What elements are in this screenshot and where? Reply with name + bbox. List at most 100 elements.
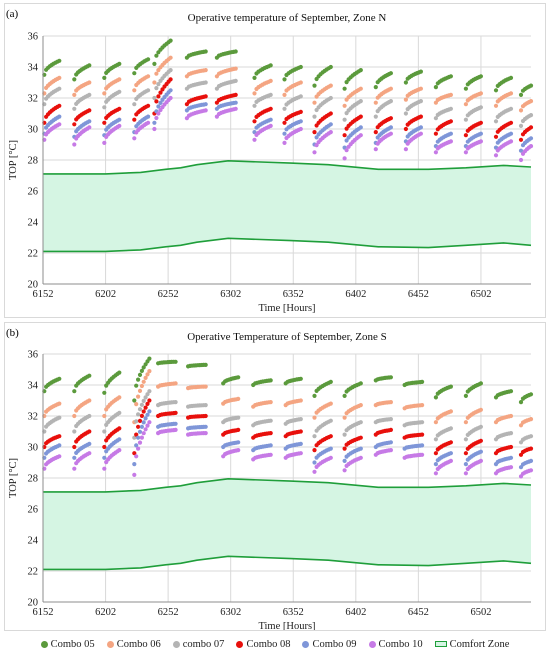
data-point-combo-08: [342, 133, 347, 138]
y-tick-label: 36: [28, 32, 39, 43]
data-point-combo-08: [528, 125, 534, 130]
legend-item: Combo 10: [368, 639, 423, 650]
y-tick-label: 22: [28, 567, 39, 578]
data-point-combo-06: [463, 102, 468, 107]
data-point-combo-08: [134, 432, 139, 437]
legend-band-swatch: [434, 641, 447, 647]
data-point-combo-08: [147, 398, 152, 403]
data-point-combo-10: [463, 471, 468, 476]
data-point-combo-08: [518, 137, 524, 142]
data-point-combo-06: [117, 77, 122, 82]
comfort-zone-lower-line: [43, 555, 532, 571]
data-point-combo-06: [448, 92, 453, 97]
data-point-combo-09: [156, 104, 161, 109]
y-tick-label: 34: [28, 63, 39, 74]
data-point-combo-09: [117, 437, 122, 442]
data-point-combo-10: [344, 148, 349, 153]
data-point-combo-05: [463, 86, 468, 91]
y-tick-label: 34: [28, 381, 39, 392]
data-point-combo-05: [141, 365, 146, 370]
data-point-combo-08: [143, 405, 148, 410]
data-point-combo-09: [143, 416, 148, 421]
data-point-combo-08: [298, 429, 303, 434]
data-point-combo-07: [87, 92, 92, 97]
data-point-combo-05: [312, 393, 317, 398]
chart-frame: [4, 322, 546, 631]
data-point-combo-10: [328, 455, 333, 460]
data-point-combo-09: [328, 122, 333, 127]
data-point-combo-10: [102, 140, 107, 145]
data-point-combo-08: [328, 434, 333, 439]
x-tick-label: 6452: [408, 289, 429, 300]
data-point-combo-06: [117, 395, 122, 400]
comfort-zone-band: [43, 478, 531, 570]
data-point-combo-07: [252, 103, 257, 108]
data-point-combo-10: [72, 142, 77, 147]
data-point-combo-08: [146, 103, 151, 108]
x-tick-label: 6502: [470, 289, 491, 300]
data-point-combo-07: [388, 417, 393, 422]
data-point-combo-09: [139, 424, 144, 429]
data-point-combo-07: [117, 410, 122, 415]
data-point-combo-10: [358, 133, 363, 138]
data-point-combo-06: [328, 401, 333, 406]
data-point-combo-10: [388, 131, 393, 136]
data-point-combo-08: [508, 120, 514, 125]
data-point-combo-06: [137, 388, 143, 393]
y-tick-label: 32: [28, 412, 39, 423]
data-point-combo-10: [478, 139, 483, 144]
data-point-combo-06: [388, 400, 393, 405]
data-point-combo-05: [420, 379, 425, 384]
data-point-combo-08: [233, 92, 238, 97]
data-point-combo-05: [282, 77, 287, 82]
panel-letter: (b): [6, 327, 19, 339]
data-point-combo-07: [117, 89, 122, 94]
data-point-combo-09: [203, 424, 208, 429]
data-point-combo-05: [528, 392, 534, 397]
data-point-combo-06: [132, 88, 137, 93]
data-point-combo-07: [152, 95, 157, 101]
data-point-combo-08: [154, 99, 159, 104]
data-point-combo-08: [117, 426, 122, 431]
data-point-combo-07: [136, 412, 141, 417]
x-tick-label: 6402: [345, 607, 366, 618]
data-point-combo-06: [72, 92, 77, 97]
y-tick-label: 28: [28, 156, 39, 167]
data-point-combo-09: [448, 451, 453, 456]
data-point-combo-10: [342, 468, 347, 473]
data-point-combo-05: [358, 381, 363, 386]
y-tick-label: 36: [28, 350, 39, 361]
data-point-combo-07: [448, 426, 453, 431]
data-point-combo-08: [358, 435, 363, 440]
y-tick-label: 26: [28, 187, 39, 198]
data-point-combo-06: [143, 375, 148, 380]
panel-letter: (a): [6, 8, 19, 20]
data-point-combo-07: [448, 106, 453, 111]
data-point-combo-05: [146, 57, 151, 62]
data-point-combo-09: [168, 88, 173, 93]
data-point-combo-05: [252, 75, 257, 80]
data-point-combo-06: [298, 398, 303, 403]
data-point-combo-06: [87, 80, 92, 85]
x-tick-label: 6252: [158, 607, 179, 618]
data-point-combo-06: [134, 402, 139, 407]
data-point-combo-05: [403, 80, 408, 85]
data-point-combo-06: [141, 379, 146, 384]
data-point-combo-05: [328, 64, 333, 70]
data-point-combo-09: [268, 117, 273, 122]
data-point-combo-07: [146, 88, 151, 93]
data-point-combo-08: [448, 119, 453, 124]
data-point-combo-06: [168, 55, 173, 60]
data-point-combo-05: [268, 378, 273, 383]
data-point-combo-07: [72, 429, 77, 434]
y-tick-label: 30: [28, 443, 39, 454]
data-point-combo-05: [478, 381, 483, 386]
data-point-combo-07: [168, 68, 173, 73]
data-point-combo-09: [57, 114, 62, 119]
data-point-combo-10: [298, 126, 303, 132]
data-point-combo-10: [463, 150, 468, 155]
data-point-combo-06: [312, 100, 317, 105]
data-point-combo-07: [102, 429, 107, 434]
data-point-combo-07: [137, 407, 143, 412]
data-point-combo-09: [236, 440, 241, 445]
